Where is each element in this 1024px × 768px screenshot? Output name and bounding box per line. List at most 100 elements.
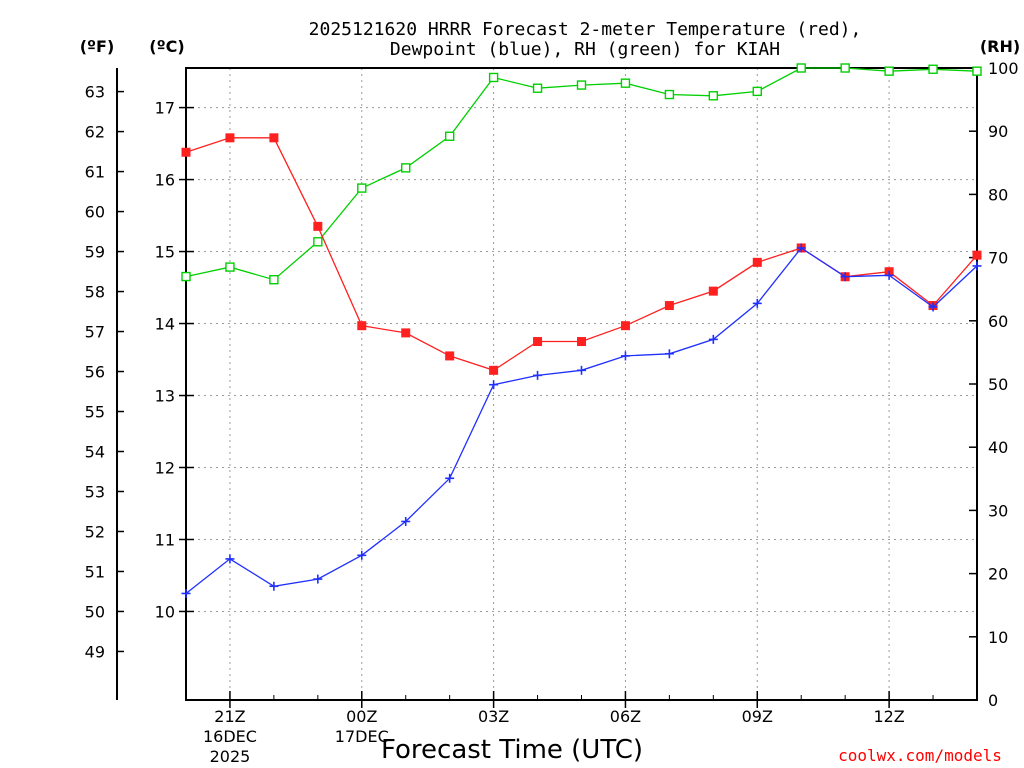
dewpoint-point bbox=[269, 581, 279, 591]
x-tick-label: 21Z bbox=[214, 707, 245, 726]
celsius-tick-label: 10 bbox=[155, 602, 175, 621]
rh-point bbox=[532, 83, 543, 93]
fahrenheit-tick-label: 58 bbox=[85, 283, 105, 302]
dewpoint-point bbox=[884, 270, 894, 280]
celsius-tick-label: 17 bbox=[155, 99, 175, 118]
series-layer bbox=[181, 63, 982, 598]
fahrenheit-tick-label: 60 bbox=[85, 203, 105, 222]
dewpoint-point bbox=[313, 574, 323, 584]
rh-point bbox=[708, 91, 719, 101]
rh-tick-label: 50 bbox=[988, 375, 1008, 394]
dewpoint-point bbox=[401, 516, 411, 526]
unit-fahrenheit-label: (ºF) bbox=[80, 37, 115, 56]
celsius-tick-label: 16 bbox=[155, 171, 175, 190]
rh-point bbox=[620, 78, 631, 88]
unit-celsius-label: (ºC) bbox=[149, 37, 184, 56]
x-tick-label: 06Z bbox=[610, 707, 641, 726]
x-tick-date: 17DEC bbox=[335, 727, 389, 746]
dewpoint-point bbox=[840, 272, 850, 282]
x-tick-label: 00Z bbox=[346, 707, 377, 726]
temperature-point bbox=[401, 328, 411, 338]
temperature-point bbox=[620, 321, 630, 331]
rh-point bbox=[401, 163, 411, 173]
rh-tick-label: 100 bbox=[988, 59, 1019, 78]
temperature-point bbox=[181, 147, 191, 157]
fahrenheit-tick-label: 63 bbox=[85, 83, 105, 102]
fahrenheit-tick-label: 55 bbox=[85, 403, 105, 422]
x-tick-label: 12Z bbox=[873, 707, 904, 726]
chart-title-line2: Dewpoint (blue), RH (green) for KIAH bbox=[390, 39, 780, 60]
fahrenheit-tick-label: 56 bbox=[85, 363, 105, 382]
axes: 49 50 51 52 53 54 55 56 57 58 59 60 61 62 63 10 11 12 13 14… bbox=[85, 59, 1019, 766]
temperature-point bbox=[708, 286, 718, 296]
temperature-point bbox=[752, 257, 762, 267]
fahrenheit-tick-label: 59 bbox=[85, 243, 105, 262]
celsius-tick-label: 11 bbox=[155, 530, 175, 549]
rh-point bbox=[357, 183, 367, 193]
dewpoint-point bbox=[664, 349, 674, 359]
fahrenheit-tick-label: 50 bbox=[85, 602, 105, 621]
temperature-point bbox=[313, 221, 323, 231]
fahrenheit-tick-label: 53 bbox=[85, 482, 105, 501]
rh-point bbox=[269, 275, 279, 285]
rh-tick-label: 80 bbox=[988, 185, 1008, 204]
rh-tick-label: 0 bbox=[988, 691, 998, 710]
fahrenheit-tick-label: 52 bbox=[85, 522, 105, 541]
dewpoint-point bbox=[489, 380, 499, 390]
fahrenheit-tick-label: 62 bbox=[85, 123, 105, 142]
rh-point bbox=[576, 80, 587, 90]
rh-point bbox=[444, 131, 455, 141]
grid-lines bbox=[186, 68, 977, 700]
rh-tick-label: 90 bbox=[988, 122, 1008, 141]
x-tick-year: 2025 bbox=[210, 747, 251, 766]
chart-title-line1: 2025121620 HRRR Forecast 2-meter Tempera… bbox=[309, 19, 862, 40]
x-tick-label: 03Z bbox=[478, 707, 509, 726]
rh-point bbox=[928, 64, 938, 74]
plot-frame bbox=[185, 67, 978, 701]
series-line-rh bbox=[185, 67, 978, 281]
celsius-tick-label: 14 bbox=[155, 315, 175, 334]
dewpoint-point bbox=[708, 334, 718, 344]
dewpoint-point bbox=[577, 365, 586, 375]
temperature-point bbox=[445, 351, 455, 361]
celsius-tick-label: 13 bbox=[155, 387, 175, 406]
rh-tick-label: 10 bbox=[988, 628, 1008, 647]
rh-tick-label: 60 bbox=[988, 312, 1008, 331]
temperature-point bbox=[972, 250, 982, 260]
rh-point bbox=[181, 271, 191, 282]
fahrenheit-tick-label: 57 bbox=[85, 323, 105, 342]
dewpoint-point bbox=[225, 554, 235, 564]
temperature-point bbox=[225, 133, 235, 143]
temperature-point bbox=[357, 321, 367, 331]
fahrenheit-tick-label: 51 bbox=[85, 562, 105, 581]
x-axis-title: Forecast Time (UTC) bbox=[381, 735, 643, 765]
series-line-dewpoint bbox=[185, 247, 978, 595]
celsius-tick-label: 15 bbox=[155, 243, 175, 262]
rh-tick-label: 30 bbox=[988, 501, 1008, 520]
rh-point bbox=[225, 262, 235, 272]
rh-point bbox=[796, 63, 806, 73]
unit-rh-label: (RH) bbox=[980, 37, 1020, 56]
dewpoint-point bbox=[533, 370, 543, 380]
series-line-temperature bbox=[185, 137, 978, 372]
dewpoint-point bbox=[357, 550, 367, 560]
temperature-point bbox=[269, 133, 279, 143]
rh-tick-label: 40 bbox=[988, 438, 1008, 457]
credit-text: coolwx.com/models bbox=[838, 746, 1002, 765]
x-tick-label: 09Z bbox=[742, 707, 773, 726]
rh-point bbox=[752, 86, 762, 97]
dewpoint-point bbox=[796, 243, 806, 253]
rh-tick-label: 70 bbox=[988, 249, 1008, 268]
celsius-tick-label: 12 bbox=[155, 458, 175, 477]
temperature-point bbox=[664, 301, 674, 311]
temperature-point bbox=[489, 365, 499, 375]
dewpoint-point bbox=[928, 302, 938, 312]
fahrenheit-tick-label: 54 bbox=[85, 443, 105, 462]
rh-point bbox=[840, 63, 850, 73]
dewpoint-point bbox=[752, 298, 762, 308]
dewpoint-point bbox=[972, 261, 982, 271]
fahrenheit-tick-label: 49 bbox=[85, 642, 105, 661]
fahrenheit-tick-label: 61 bbox=[85, 163, 105, 182]
